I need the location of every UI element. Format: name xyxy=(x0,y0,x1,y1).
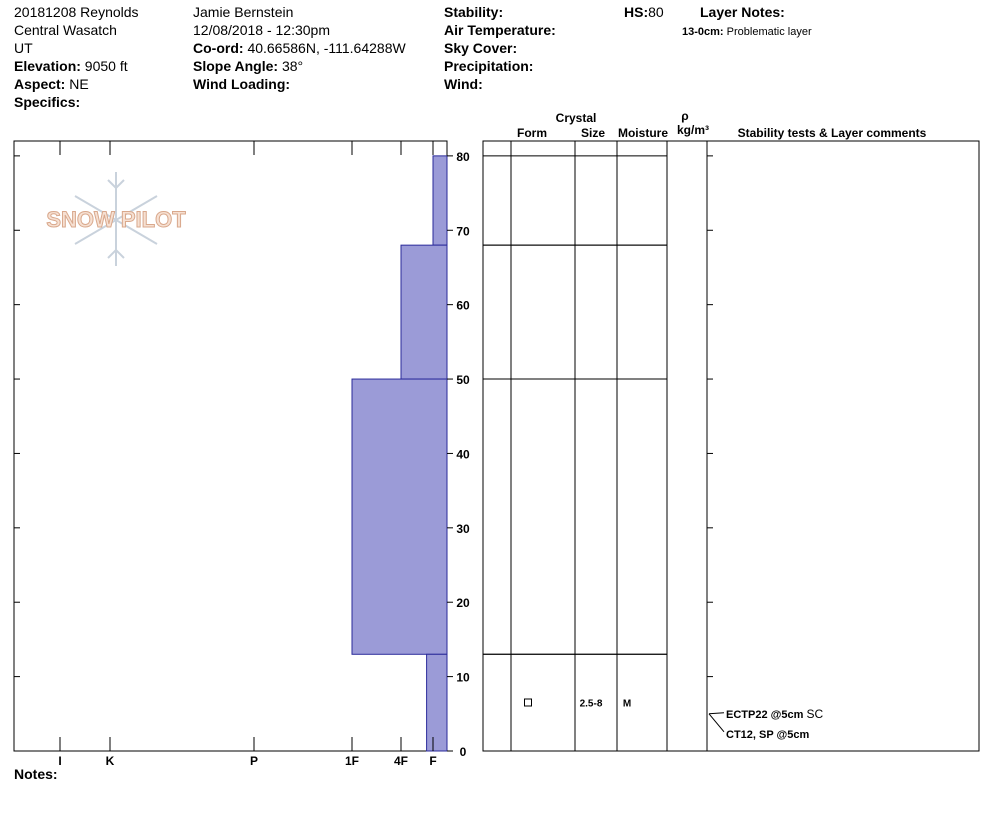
field-value: NE xyxy=(69,76,88,92)
layer-note-text: Problematic layer xyxy=(727,26,812,38)
field-label: Specifics: xyxy=(14,94,80,110)
header-field: Slope Angle: 38° xyxy=(193,58,303,74)
header-rho: ρ xyxy=(681,109,688,123)
layer-note-range: 13-0cm: xyxy=(682,26,724,38)
crystal-size: 2.5-8 xyxy=(580,699,603,710)
hs-value: 80 xyxy=(648,4,664,20)
x-tick-label: 1F xyxy=(345,754,359,768)
x-tick-label: F xyxy=(429,754,436,768)
y-tick-label: 50 xyxy=(456,373,470,387)
y-tick-label: 0 xyxy=(460,745,467,759)
table-frame xyxy=(482,140,980,752)
y-tick-label: 60 xyxy=(456,299,470,313)
form-symbol xyxy=(524,698,532,707)
header-field: Jamie Bernstein xyxy=(193,4,293,20)
field-label: Air Temperature: xyxy=(444,22,556,38)
field-label: Aspect: xyxy=(14,76,65,92)
header-field: Sky Cover: xyxy=(444,40,517,56)
test-extra: SC xyxy=(806,707,823,721)
header-form: Form xyxy=(517,126,547,140)
hardness-bar xyxy=(351,378,448,655)
field-label: Precipitation: xyxy=(444,58,533,74)
crystal-moisture: M xyxy=(623,699,631,710)
hardness-bar xyxy=(400,244,448,380)
field-label: Sky Cover: xyxy=(444,40,517,56)
y-tick-label: 20 xyxy=(456,596,470,610)
header-field: Central Wasatch xyxy=(14,22,117,38)
x-tick-label: P xyxy=(250,754,258,768)
field-label: Slope Angle: xyxy=(193,58,278,74)
field-value: UT xyxy=(14,40,33,56)
field-value: Central Wasatch xyxy=(14,22,117,38)
y-tick-label: 30 xyxy=(456,522,470,536)
header-moisture: Moisture xyxy=(618,126,668,140)
x-tick-label: 4F xyxy=(394,754,408,768)
header-field: Air Temperature: xyxy=(444,22,556,38)
y-tick-label: 40 xyxy=(456,447,470,461)
hardness-bar xyxy=(432,155,448,246)
x-tick-label: I xyxy=(58,754,61,768)
header-field: Precipitation: xyxy=(444,58,533,74)
header-field: Wind: xyxy=(444,76,483,92)
logo: SNOW PILOT xyxy=(46,207,186,232)
table-columns xyxy=(510,141,708,751)
field-label: Stability: xyxy=(444,4,503,20)
y-tick-label: 70 xyxy=(456,224,470,238)
field-label: Elevation: xyxy=(14,58,81,74)
field-value: 20181208 Reynolds xyxy=(14,4,139,20)
field-label: Wind Loading: xyxy=(193,76,290,92)
field-label: Co-ord: xyxy=(193,40,244,56)
header-field: UT xyxy=(14,40,33,56)
header-field: 20181208 Reynolds xyxy=(14,4,139,20)
y-tick-label: 80 xyxy=(456,150,470,164)
header-field: Specifics: xyxy=(14,94,80,110)
layer-notes-title: Layer Notes: xyxy=(700,4,785,20)
header-field: Aspect: NE xyxy=(14,76,89,92)
stability-test: CT12, SP @5cm xyxy=(726,729,810,741)
header-comments: Stability tests & Layer comments xyxy=(738,126,927,140)
notes: Notes: xyxy=(14,766,58,782)
hs-label: HS: xyxy=(624,4,648,20)
header-field: Elevation: 9050 ft xyxy=(14,58,128,74)
header-field: Stability: xyxy=(444,4,503,20)
y-tick-label: 10 xyxy=(456,671,470,685)
field-label: Wind: xyxy=(444,76,483,92)
header-field: 12/08/2018 - 12:30pm xyxy=(193,22,330,38)
field-value: 40.66586N, -111.64288W xyxy=(247,40,406,56)
field-value: Jamie Bernstein xyxy=(193,4,293,20)
field-value: 9050 ft xyxy=(85,58,128,74)
hardness-bar xyxy=(426,653,448,752)
field-value: 38° xyxy=(282,58,303,74)
test-arrow xyxy=(708,712,725,715)
test-result: CT12, SP @5cm xyxy=(726,729,810,741)
header-size: Size xyxy=(581,126,605,140)
header-density: kg/m³ xyxy=(677,123,709,137)
layer-note: 13-0cm: Problematic layer xyxy=(682,26,812,38)
field-value: 12/08/2018 - 12:30pm xyxy=(193,22,330,38)
header-field: Co-ord: 40.66586N, -111.64288W xyxy=(193,40,406,56)
x-tick-label: K xyxy=(106,754,115,768)
test-arrow xyxy=(708,713,725,733)
test-result: ECTP22 @5cm xyxy=(726,709,804,721)
stability-test: ECTP22 @5cm SC xyxy=(726,707,823,721)
hs: HS:80 xyxy=(624,4,664,20)
header-crystal: Crystal xyxy=(556,111,597,125)
logo-flake xyxy=(74,172,158,266)
header-field: Wind Loading: xyxy=(193,76,290,92)
